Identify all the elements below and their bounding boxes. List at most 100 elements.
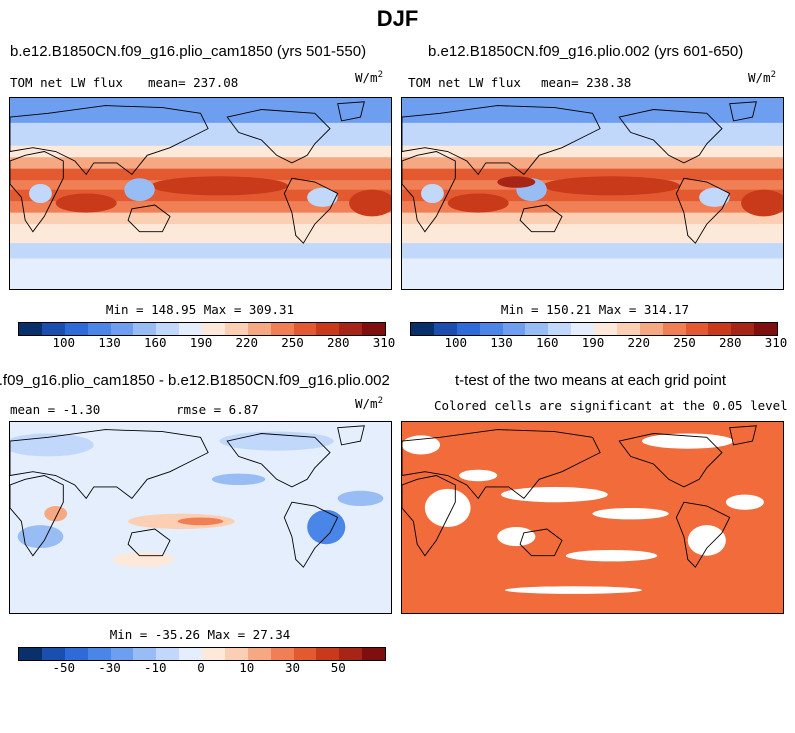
colorbar-swatch	[64, 648, 88, 660]
colorbar-swatch	[41, 323, 65, 335]
colorbar-swatch	[339, 648, 363, 660]
panel2-var-label: TOM net LW flux	[408, 75, 521, 90]
colorbar-swatch	[548, 323, 572, 335]
colorbar-tick-label: 250	[281, 335, 304, 350]
colorbar-tick-label: 130	[98, 335, 121, 350]
colorbar-swatch	[479, 323, 503, 335]
colorbar-swatch	[179, 323, 202, 335]
field-band	[402, 224, 783, 244]
field-band	[10, 224, 391, 244]
colorbar-tick-label: 310	[764, 335, 788, 350]
continent-outline	[10, 425, 365, 568]
panel1-colorbar-labels: 100 130 160 190 220 250 280 310	[18, 335, 395, 351]
colorbar-swatch	[156, 648, 180, 660]
colorbar-swatch	[639, 323, 663, 335]
colorbar-swatch	[247, 648, 271, 660]
colorbar-swatch	[179, 648, 202, 660]
field-blob	[421, 183, 444, 204]
colorbar-swatch	[662, 323, 686, 335]
panel3-colorbar	[18, 647, 386, 661]
colorbar-tick-label: 280	[326, 335, 350, 350]
field-blob	[542, 176, 681, 196]
field-band	[10, 122, 391, 147]
panel2-title: b.e12.B1850CN.f09_g16.plio.002 (yrs 601-…	[428, 43, 744, 60]
colorbar-tick-label: 100	[444, 335, 468, 350]
field-blob	[124, 178, 155, 202]
field-band	[10, 168, 391, 181]
colorbar-swatch	[19, 648, 42, 660]
panel3-units: W/m2	[355, 396, 383, 412]
colorbar-swatch	[293, 648, 317, 660]
field-blob	[307, 509, 346, 545]
colorbar-swatch	[133, 648, 157, 660]
colorbar-swatch	[64, 323, 88, 335]
insignificant-region	[565, 549, 658, 562]
field-band	[10, 145, 391, 158]
panel2-stats: Min = 150.21 Max = 314.17	[500, 302, 690, 317]
colorbar-swatch	[133, 323, 157, 335]
field-band	[402, 122, 783, 147]
colorbar-swatch	[502, 323, 526, 335]
colorbar-swatch	[754, 323, 777, 335]
colorbar-tick-label: -10	[143, 660, 167, 675]
panel2-map	[401, 97, 784, 290]
panel3-mean: mean = -1.30	[10, 402, 101, 417]
colorbar-swatch	[685, 323, 709, 335]
field-blob	[177, 517, 224, 526]
colorbar-tick-label: 160	[535, 335, 559, 350]
panel2-colorbar-labels: 100 130 160 190 220 250 280 310	[410, 335, 787, 351]
panel2-mean: mean= 238.38	[541, 75, 632, 90]
panel3-rmse: rmse = 6.87	[176, 402, 259, 417]
colorbar-tick-label: 190	[189, 335, 213, 350]
insignificant-region	[687, 525, 726, 556]
insignificant-region	[504, 586, 643, 594]
insignificant-region	[459, 469, 498, 482]
colorbar-tick-label: 220	[627, 335, 651, 350]
colorbar-tick-label: 250	[673, 335, 696, 350]
colorbar-swatch	[362, 323, 385, 335]
colorbar-swatch	[224, 648, 248, 660]
colorbar-tick-label: 100	[52, 335, 76, 350]
continent-outline	[10, 101, 365, 244]
panel1-title: b.e12.B1850CN.f09_g16.plio_cam1850 (yrs …	[10, 43, 367, 60]
field-blob	[307, 187, 338, 207]
panel3-colorbar-labels: -50 -30 -10 0 10 30 50	[18, 660, 384, 676]
field-blob	[211, 473, 266, 486]
colorbar-swatch	[87, 648, 111, 660]
colorbar-tick-label: 0	[197, 660, 205, 675]
panel3-title-box: b.e12.B1850CN.f09_g16.plio_cam1850 - b.e…	[0, 372, 455, 389]
field-blob	[337, 490, 384, 507]
panel3-title: b.e12.B1850CN.f09_g16.plio_cam1850 - b.e…	[0, 372, 390, 389]
continent-outline	[402, 101, 757, 244]
field-band	[10, 212, 391, 225]
colorbar-tick-label: 50	[330, 660, 346, 675]
field-blob	[112, 551, 174, 568]
field-band	[402, 98, 783, 124]
panel1-map	[9, 97, 392, 290]
colorbar-tick-label: 280	[718, 335, 742, 350]
field-band	[402, 157, 783, 170]
field-blob	[17, 525, 64, 549]
insignificant-region	[725, 494, 764, 510]
insignificant-region	[497, 527, 536, 547]
colorbar-swatch	[247, 323, 271, 335]
panel1-units: W/m2	[355, 70, 383, 86]
panel1-colorbar	[18, 322, 386, 336]
field-band	[402, 258, 783, 289]
colorbar-swatch	[19, 323, 42, 335]
colorbar-swatch	[433, 323, 457, 335]
panel4-subtitle: Colored cells are significant at the 0.0…	[434, 398, 788, 413]
colorbar-swatch	[156, 323, 180, 335]
colorbar-swatch	[594, 323, 617, 335]
panel3-stats: Min = -35.26 Max = 27.34	[109, 627, 291, 642]
field-band	[10, 243, 391, 259]
colorbar-swatch	[411, 323, 434, 335]
colorbar-swatch	[202, 648, 225, 660]
field-band	[10, 258, 391, 289]
insignificant-region	[424, 488, 471, 528]
insignificant-region	[501, 486, 608, 503]
field-blob	[55, 193, 117, 213]
field-band	[402, 243, 783, 259]
colorbar-swatch	[316, 323, 340, 335]
colorbar-tick-label: -30	[98, 660, 121, 675]
